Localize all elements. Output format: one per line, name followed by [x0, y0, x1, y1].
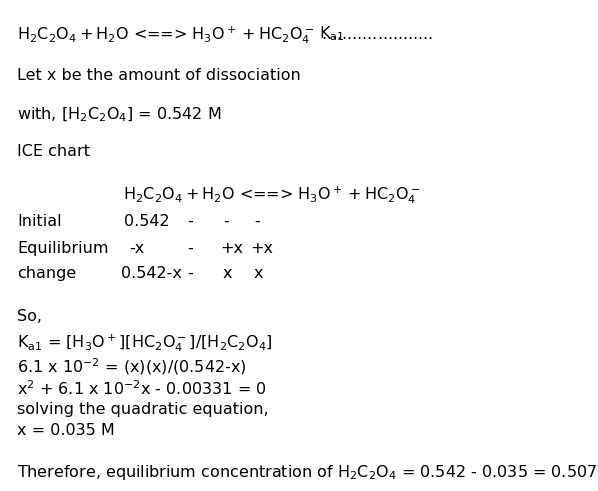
Text: Initial: Initial: [17, 214, 62, 229]
Text: solving the quadratic equation,: solving the quadratic equation,: [17, 402, 269, 417]
Text: $\mathregular{x^2}$ + 6.1 x $\mathregular{10^{-2}}$x - 0.00331 = 0: $\mathregular{x^2}$ + 6.1 x $\mathregula…: [17, 379, 267, 398]
Text: x: x: [254, 266, 263, 281]
Text: -: -: [254, 214, 260, 229]
Text: +x: +x: [220, 241, 243, 256]
Text: $\mathregular{K_{a1}}$ = [$\mathregular{H_3O^+}$][$\mathregular{HC_2O_4^-}$]/[$\: $\mathregular{K_{a1}}$ = [$\mathregular{…: [17, 332, 273, 354]
Text: 0.542-x: 0.542-x: [121, 266, 182, 281]
Text: -: -: [187, 241, 193, 256]
Text: x: x: [223, 266, 233, 281]
Text: x = 0.035 M: x = 0.035 M: [17, 423, 115, 438]
Text: Let x be the amount of dissociation: Let x be the amount of dissociation: [17, 68, 301, 82]
Text: ICE chart: ICE chart: [17, 143, 90, 159]
Text: 0.542: 0.542: [124, 214, 170, 229]
Text: -: -: [187, 214, 193, 229]
Text: 6.1 x $\mathregular{10^{-2}}$ = (x)(x)/(0.542-x): 6.1 x $\mathregular{10^{-2}}$ = (x)(x)/(…: [17, 356, 247, 377]
Text: change: change: [17, 266, 77, 281]
Text: -: -: [223, 214, 229, 229]
Text: -x: -x: [129, 241, 144, 256]
Text: Therefore, equilibrium concentration of $\mathregular{H_2C_2O_4}$ = 0.542 - 0.03: Therefore, equilibrium concentration of …: [17, 463, 598, 482]
Text: $\mathregular{K_{a1}}$: $\mathregular{K_{a1}}$: [319, 25, 344, 43]
Text: So,: So,: [17, 309, 42, 325]
Text: $\mathregular{H_2C_2O_4 + H_2O}$ <==> $\mathregular{H_3O^+ + HC_2O_4^-}$: $\mathregular{H_2C_2O_4 + H_2O}$ <==> $\…: [123, 185, 420, 206]
Text: Equilibrium: Equilibrium: [17, 241, 109, 256]
Text: +x: +x: [251, 241, 274, 256]
Text: with, [$\mathregular{H_2C_2O_4}$] = 0.542 M: with, [$\mathregular{H_2C_2O_4}$] = 0.54…: [17, 105, 222, 124]
Text: $\mathregular{H_2C_2O_4 + H_2O}$ <==> $\mathregular{H_3O^+ + HC_2O_4^-}$ .......: $\mathregular{H_2C_2O_4 + H_2O}$ <==> $\…: [17, 25, 434, 46]
Text: -: -: [187, 266, 193, 281]
